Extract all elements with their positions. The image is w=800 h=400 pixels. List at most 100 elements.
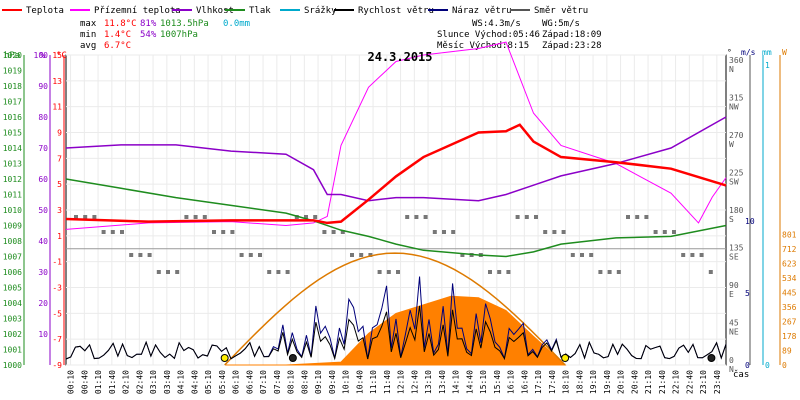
- hpa-tick-16: 1016: [3, 113, 22, 122]
- temp-tick-11: 13: [52, 77, 62, 86]
- x-tick-15: 07:40: [273, 370, 282, 394]
- stats-avg-temp: 6.7°C: [104, 41, 131, 51]
- wm2-tick-7: 623: [782, 260, 797, 269]
- x-tick-47: 23:40: [713, 370, 722, 394]
- hpa-tick-10: 1010: [3, 206, 22, 215]
- dir-dot: [524, 215, 529, 219]
- series: [65, 41, 727, 366]
- dir-dot: [589, 253, 594, 257]
- dir-dot: [442, 230, 446, 234]
- sunrise-marker: [220, 354, 229, 362]
- dir-dot: [561, 230, 566, 234]
- x-tick-38: 19:10: [589, 370, 598, 394]
- pct-tick-4: 50: [38, 206, 48, 215]
- hpa-tick-1: 1001: [3, 346, 22, 355]
- x-tick-3: 01:40: [108, 370, 117, 394]
- pct-tick-0: 10: [38, 330, 48, 339]
- deg-dir-6: W: [729, 140, 734, 149]
- dir-dot: [497, 270, 502, 274]
- info-sunrise: Slunce Východ:05:46: [437, 30, 540, 40]
- legend-label-1: Přízemní teplota: [94, 6, 181, 16]
- dir-dot: [451, 230, 456, 234]
- info-wg: WG:5m/s: [542, 19, 580, 29]
- temp-tick-5: 1: [57, 232, 62, 241]
- x-tick-37: 18:40: [575, 370, 584, 394]
- legend: Teplota Přízemní teplota Vlhkost Tlak Srážky…: [2, 6, 588, 16]
- dir-dot: [304, 215, 308, 219]
- hpa-tick-12: 1012: [3, 175, 22, 184]
- temp-tick-8: 7: [57, 154, 62, 163]
- wm2-tick-9: 801: [782, 231, 797, 240]
- dir-dot: [129, 253, 134, 257]
- dir-dot: [294, 215, 299, 219]
- dir-dot: [110, 230, 115, 234]
- dir-dot: [202, 215, 207, 219]
- dir-dot: [386, 270, 391, 274]
- x-tick-44: 22:10: [672, 370, 681, 394]
- hpa-tick-15: 1015: [3, 129, 22, 138]
- wm2-tick-8: 712: [782, 245, 797, 254]
- moonset-marker: [707, 354, 716, 362]
- deg-dir-1: NE: [729, 328, 739, 337]
- deg-dir-4: S: [729, 215, 734, 224]
- dir-dot: [83, 215, 88, 219]
- x-tick-28: 14:10: [452, 370, 461, 394]
- x-tick-23: 11:40: [383, 370, 392, 394]
- legend-label-0: Teplota: [26, 6, 64, 16]
- x-tick-33: 16:40: [520, 370, 529, 394]
- x-tick-32: 16:10: [507, 370, 516, 394]
- dir-dot: [635, 215, 640, 219]
- wm2-tick-4: 356: [782, 303, 797, 312]
- x-tick-13: 06:40: [245, 370, 254, 394]
- deg-dir-5: SW: [729, 178, 739, 187]
- pct-tick-8: 90: [38, 82, 48, 91]
- ms-tick-2: 10: [745, 217, 755, 226]
- dir-dot: [138, 253, 143, 257]
- deg-tick-5: 225: [729, 169, 744, 178]
- dir-dot: [506, 270, 511, 274]
- stats-max-press: 1013.5hPa: [160, 19, 209, 29]
- temp-tick-7: 5: [57, 180, 62, 189]
- humidity-line: [65, 116, 727, 202]
- dir-dot: [423, 215, 428, 219]
- deg-tick-2: 90: [729, 281, 739, 290]
- dir-dot: [166, 270, 170, 274]
- dir-dot: [368, 253, 373, 257]
- hpa-label: hPa: [4, 51, 20, 61]
- hpa-tick-6: 1006: [3, 268, 22, 277]
- ms-tick-1: 5: [745, 289, 750, 298]
- dir-dot: [690, 253, 695, 257]
- stats-avg-label: avg: [80, 41, 96, 51]
- dir-dot: [414, 215, 419, 219]
- info-ws: WS:4.3m/s: [472, 19, 521, 29]
- x-tick-24: 12:10: [397, 370, 406, 394]
- axes: hPa% °C1000100110021003100410051006100710…: [3, 48, 797, 374]
- hpa-tick-19: 1019: [3, 67, 22, 76]
- dir-dot: [552, 230, 557, 234]
- pct-tick-3: 40: [38, 237, 48, 246]
- deg-tick-8: 360: [729, 56, 744, 65]
- temp-tick-6: 3: [57, 206, 62, 215]
- dir-dot: [212, 230, 216, 234]
- dir-dot: [175, 270, 180, 274]
- dir-dot: [662, 230, 667, 234]
- dir-dot: [313, 215, 318, 219]
- mm-tick-1: 1: [765, 61, 770, 70]
- deg-tick-4: 180: [729, 206, 744, 215]
- wm2-tick-5: 445: [782, 289, 797, 298]
- dir-dot: [653, 230, 658, 234]
- stats-max-hum: 81%: [140, 19, 157, 29]
- dir-dot: [570, 253, 575, 257]
- wm2-tick-3: 267: [782, 318, 797, 327]
- x-tick-14: 07:10: [259, 370, 268, 394]
- dir-dot: [598, 270, 603, 274]
- x-tick-26: 13:10: [424, 370, 433, 394]
- dir-dot: [616, 270, 621, 274]
- pressure-line: [65, 178, 727, 258]
- dir-dot: [396, 270, 400, 274]
- deg-dir-3: SE: [729, 253, 739, 262]
- hpa-tick-2: 1002: [3, 330, 22, 339]
- dir-dot: [239, 253, 244, 257]
- dir-dot: [672, 230, 676, 234]
